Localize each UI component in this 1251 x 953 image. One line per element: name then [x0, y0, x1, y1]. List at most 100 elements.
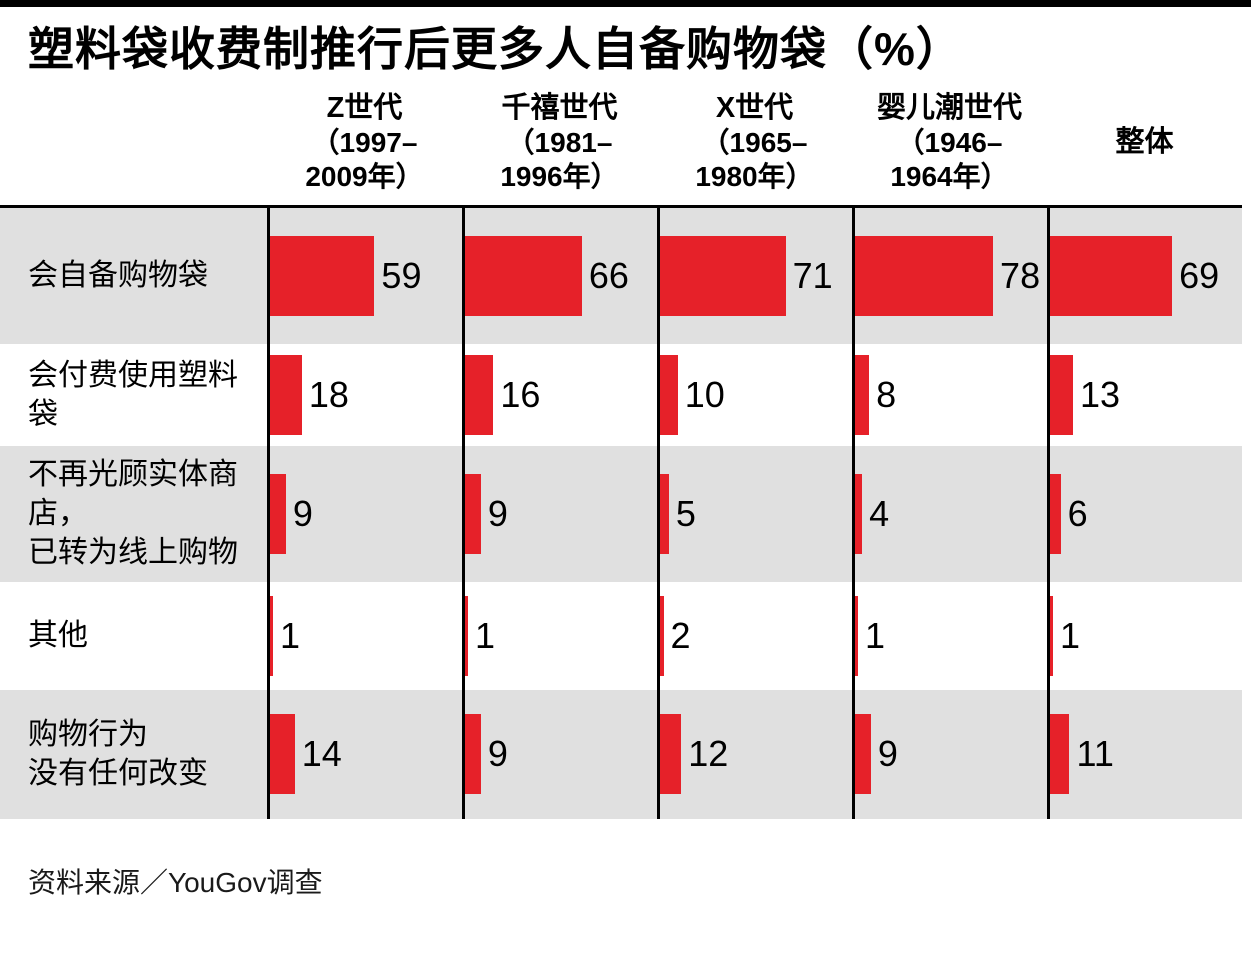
bar — [855, 714, 871, 795]
row-label: 不再光顾实体商店， 已转为线上购物 — [28, 458, 238, 570]
row-label: 会自备购物袋 — [28, 259, 208, 293]
bar-cell: 16 — [462, 343, 657, 446]
bar-cell: 66 — [462, 207, 657, 344]
bar-value-label: 59 — [381, 254, 422, 296]
chart-rows: 会自备购物袋 59 66 71 78 69 会付费使用塑料袋 18 16 10 8 13 不再光顾实体商… — [0, 207, 1242, 819]
bar-chart: Z世代 （1997– 2009年） 千禧世代 （1981– 1996年） X世代 （196… — [0, 80, 1242, 819]
bar-value-label: 1 — [1060, 614, 1081, 656]
bar-value-label: 69 — [1179, 254, 1220, 296]
chart-row: 不再光顾实体商店， 已转为线上购物 9 9 5 4 6 — [0, 445, 1242, 582]
bar-cell: 1 — [852, 581, 1047, 690]
bar-cell: 1 — [267, 581, 462, 690]
bar — [1050, 354, 1073, 435]
bar-value-label: 16 — [500, 373, 541, 415]
generation-header-3: 婴儿潮世代 （1946– 1964年） — [852, 80, 1047, 205]
bar-cell: 12 — [657, 689, 852, 819]
bar — [465, 595, 468, 676]
bar-value-label: 2 — [670, 614, 691, 656]
bar — [465, 235, 582, 316]
bar — [270, 595, 273, 676]
bar — [660, 354, 678, 435]
generation-years: （1997– 2009年） — [305, 127, 424, 192]
bar-cell: 5 — [657, 445, 852, 582]
generation-header-0: Z世代 （1997– 2009年） — [267, 80, 462, 205]
chart-row: 购物行为 没有任何改变 14 9 12 9 11 — [0, 689, 1242, 819]
bar — [1050, 473, 1061, 554]
bar-value-label: 1 — [280, 614, 301, 656]
bar-value-label: 13 — [1080, 373, 1121, 415]
bar — [465, 354, 494, 435]
generation-name: 婴儿潮世代 — [876, 92, 1022, 125]
bar-value-label: 6 — [1067, 492, 1088, 534]
bar-cell: 1 — [462, 581, 657, 690]
bar — [660, 235, 786, 316]
bar — [1050, 595, 1053, 676]
bar-cell: 1 — [1047, 581, 1242, 690]
bar-cell: 13 — [1047, 343, 1242, 446]
bar — [270, 354, 302, 435]
bar — [1050, 714, 1070, 795]
bar-value-label: 12 — [688, 733, 729, 775]
bar-cell: 2 — [657, 581, 852, 690]
bar — [855, 473, 863, 554]
row-label: 购物行为 没有任何改变 — [28, 718, 208, 791]
bar-cell: 78 — [852, 207, 1047, 344]
bar-value-label: 18 — [308, 373, 349, 415]
chart-title: 塑料袋收费制推行后更多人自备购物袋（%） — [28, 23, 963, 75]
source-note: 资料来源／YouGov调查 — [28, 866, 323, 898]
chart-row: 会自备购物袋 59 66 71 78 69 — [0, 207, 1242, 344]
bar — [270, 714, 295, 795]
generation-header-2: X世代 （1965– 1980年） — [657, 80, 852, 205]
bar-value-label: 14 — [301, 733, 342, 775]
bar — [465, 714, 481, 795]
bar-value-label: 5 — [675, 492, 696, 534]
bar — [855, 595, 858, 676]
infographic: 塑料袋收费制推行后更多人自备购物袋（%） Z世代 （1997– 2009年） 千禧世… — [0, 0, 1251, 898]
bar — [855, 235, 994, 316]
bar — [465, 473, 481, 554]
chart-row: 其他 1 1 2 1 1 — [0, 581, 1242, 690]
bar-cell: 4 — [852, 445, 1047, 582]
bar — [855, 354, 870, 435]
bar — [660, 714, 682, 795]
chart-row: 会付费使用塑料袋 18 16 10 8 13 — [0, 343, 1242, 446]
row-label: 其他 — [28, 619, 88, 653]
bar-cell: 69 — [1047, 207, 1242, 344]
generation-years: （1965– 1980年） — [695, 127, 814, 192]
bar-value-label: 9 — [487, 733, 508, 775]
generation-years: （1946– 1964年） — [890, 127, 1009, 192]
generation-headers: Z世代 （1997– 2009年） 千禧世代 （1981– 1996年） X世代 （196… — [0, 80, 1242, 208]
generation-years: （1981– 1996年） — [500, 127, 619, 192]
row-label: 会付费使用塑料袋 — [28, 358, 238, 431]
generation-name: 千禧世代 — [501, 92, 618, 125]
generation-header-4: 整体 — [1047, 80, 1242, 205]
generation-name: Z世代 — [326, 92, 403, 125]
bar — [660, 473, 669, 554]
bar-cell: 9 — [462, 689, 657, 819]
bar-value-label: 66 — [588, 254, 629, 296]
bar-cell: 59 — [267, 207, 462, 344]
bar-value-label: 71 — [792, 254, 833, 296]
bar-value-label: 11 — [1076, 733, 1114, 775]
bar — [660, 595, 664, 676]
bar-value-label: 1 — [475, 614, 496, 656]
bar-cell: 10 — [657, 343, 852, 446]
generation-header-1: 千禧世代 （1981– 1996年） — [462, 80, 657, 205]
bar-cell: 6 — [1047, 445, 1242, 582]
bar-cell: 9 — [267, 445, 462, 582]
bar-value-label: 10 — [684, 373, 725, 415]
bar — [270, 235, 375, 316]
header-spacer — [0, 80, 267, 205]
generation-name: 整体 — [1115, 125, 1174, 158]
bar-value-label: 9 — [292, 492, 313, 534]
bar-cell: 14 — [267, 689, 462, 819]
bar-value-label: 9 — [877, 733, 898, 775]
bar-value-label: 1 — [865, 614, 886, 656]
generation-name: X世代 — [715, 92, 794, 125]
top-border-rule — [0, 0, 1251, 7]
bar — [1050, 235, 1173, 316]
bar-value-label: 78 — [1000, 254, 1041, 296]
bar-cell: 9 — [462, 445, 657, 582]
bar-value-label: 4 — [869, 492, 890, 534]
bar-cell: 18 — [267, 343, 462, 446]
